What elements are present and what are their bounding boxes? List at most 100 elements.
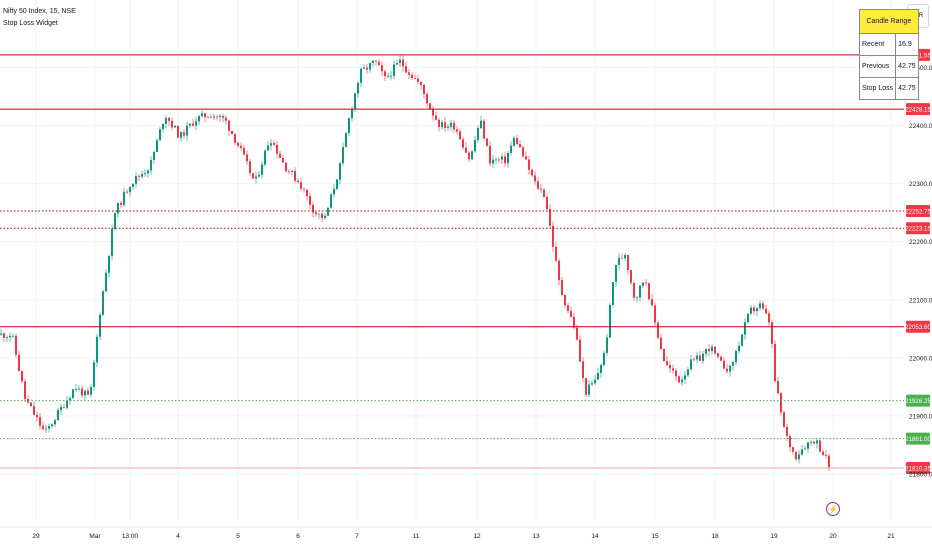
time-axis[interactable]: 29 Mar 13:00 4 5 6 7 11 12 13 14 15 18 19 20 21 bbox=[0, 526, 932, 540]
price-line-label-box bbox=[906, 222, 930, 235]
candle-body bbox=[75, 389, 77, 390]
candle-body bbox=[483, 120, 485, 139]
candle-body bbox=[681, 379, 683, 383]
candle-body bbox=[414, 78, 416, 79]
candle-body bbox=[516, 138, 518, 144]
candle-body bbox=[756, 308, 758, 312]
row-value: 42.75 bbox=[895, 55, 919, 78]
candle-body bbox=[360, 68, 362, 83]
candle-body bbox=[396, 63, 398, 65]
candle-body bbox=[810, 441, 812, 443]
candle-body bbox=[42, 425, 44, 430]
lightning-icon[interactable]: ⚡ bbox=[826, 502, 840, 516]
candle-body bbox=[450, 122, 452, 127]
candle-body bbox=[816, 440, 818, 444]
candle-body bbox=[351, 109, 353, 119]
candle-body bbox=[57, 410, 59, 421]
candle-body bbox=[564, 294, 566, 306]
price-line-label-box bbox=[906, 394, 930, 407]
candle-body bbox=[282, 157, 284, 163]
candle-body bbox=[762, 303, 764, 309]
candle-body bbox=[240, 145, 242, 148]
candle-body bbox=[453, 122, 455, 130]
candle-body bbox=[207, 116, 209, 118]
candle-body bbox=[84, 390, 86, 396]
candle-body bbox=[447, 126, 449, 129]
candle-body bbox=[168, 117, 170, 121]
candle-body bbox=[270, 143, 272, 146]
candle-body bbox=[438, 119, 440, 128]
row-value: 42.75 bbox=[895, 77, 919, 100]
x-tick-label: 4 bbox=[176, 533, 180, 540]
candle-body bbox=[279, 153, 281, 158]
candle-body bbox=[726, 368, 728, 372]
price-line-label: 22223.15 bbox=[905, 226, 931, 233]
candle-body bbox=[357, 82, 359, 94]
x-tick-label: 13:00 bbox=[122, 533, 139, 540]
candle-body bbox=[678, 376, 680, 383]
candle-body bbox=[24, 381, 26, 399]
candle-body bbox=[600, 365, 602, 373]
candle-body bbox=[264, 150, 266, 165]
candle-body bbox=[255, 176, 257, 179]
candle-body bbox=[372, 60, 374, 63]
x-tick-label: 21 bbox=[887, 533, 895, 540]
y-tick-label: 22300.00 bbox=[909, 181, 932, 188]
candle-body bbox=[720, 356, 722, 361]
candle-body bbox=[477, 128, 479, 140]
candle-body bbox=[675, 370, 677, 377]
candle-body bbox=[390, 75, 392, 77]
candle-body bbox=[708, 348, 710, 352]
y-tick-label: 21900.00 bbox=[909, 413, 932, 420]
x-tick-label: 6 bbox=[296, 533, 300, 540]
candle-body bbox=[636, 297, 638, 299]
candle-body bbox=[459, 131, 461, 140]
candle-body bbox=[813, 441, 815, 444]
price-line-label: 21861.00 bbox=[905, 436, 931, 443]
candle-body bbox=[486, 138, 488, 146]
candle-body bbox=[693, 359, 695, 361]
candle-range-table: Candle Range Recent 16.9 Previous 42.75 … bbox=[858, 9, 919, 100]
indicator-label: Stop Loss Widget bbox=[3, 20, 58, 27]
candle-body bbox=[309, 196, 311, 205]
table-heading: Candle Range bbox=[859, 9, 919, 34]
candle-body bbox=[126, 191, 128, 193]
candle-body bbox=[657, 322, 659, 338]
candle-body bbox=[165, 117, 167, 125]
candle-body bbox=[573, 316, 575, 328]
candle-body bbox=[687, 369, 689, 376]
candle-body bbox=[63, 407, 65, 408]
candle-body bbox=[198, 116, 200, 122]
candle-body bbox=[441, 122, 443, 128]
candle-body bbox=[6, 337, 8, 338]
candle-body bbox=[549, 209, 551, 226]
price-line-label: 22252.75 bbox=[905, 208, 931, 215]
candle-body bbox=[774, 343, 776, 382]
candle-body bbox=[471, 151, 473, 160]
candle-body bbox=[237, 142, 239, 146]
candle-body bbox=[735, 351, 737, 363]
candle-body bbox=[465, 147, 467, 153]
candle-body bbox=[111, 229, 113, 256]
candle-body bbox=[9, 335, 11, 338]
price-lines: 22521.5522428.1522252.7522223.1522053.60… bbox=[0, 48, 931, 474]
row-label: Recent bbox=[858, 33, 897, 56]
candle-body bbox=[339, 163, 341, 180]
candle-body bbox=[138, 175, 140, 177]
candle-body bbox=[33, 406, 35, 415]
candle-body bbox=[768, 313, 770, 323]
candle-body bbox=[159, 129, 161, 141]
candle-body bbox=[156, 140, 158, 152]
candle-body bbox=[627, 255, 629, 271]
candlestick-series bbox=[0, 55, 830, 472]
candle-body bbox=[417, 78, 419, 82]
candle-body bbox=[570, 310, 572, 317]
candle-body bbox=[534, 175, 536, 182]
x-tick-label: 29 bbox=[32, 533, 40, 540]
candle-body bbox=[186, 125, 188, 136]
candle-body bbox=[555, 246, 557, 261]
x-tick-label: 18 bbox=[711, 533, 719, 540]
y-tick-label: 22400.00 bbox=[909, 123, 932, 130]
price-axis[interactable]: 22500.00 22400.00 22300.00 22200.00 22100.00… bbox=[909, 65, 932, 479]
